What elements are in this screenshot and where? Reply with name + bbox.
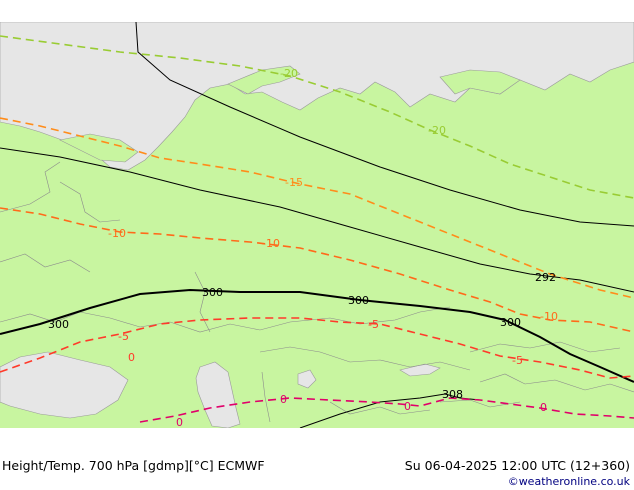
credit-link[interactable]: ©weatheronline.co.uk <box>507 475 630 488</box>
map-footer: Height/Temp. 700 hPa [gdmp][°C] ECMWF Su… <box>0 428 634 490</box>
label-height-300-c: 300 <box>348 294 369 307</box>
label-height-300-a: 300 <box>48 318 69 331</box>
temp-contour-0 <box>139 397 634 423</box>
height-contours <box>0 22 634 428</box>
label-height-292: 292 <box>535 271 556 284</box>
aral-sea <box>297 369 317 389</box>
kola-peninsula <box>59 133 139 163</box>
temp-contour-minus-10 <box>0 207 634 333</box>
black-sea <box>0 351 129 419</box>
height-contour-top <box>135 22 634 227</box>
label-temp-minus-10-a: -10 <box>108 227 126 240</box>
height-contour-300 <box>0 288 634 383</box>
temp-contour-minus-15 <box>0 117 634 299</box>
novaya-zemlya <box>227 65 301 95</box>
label-temp-0-a: 0 <box>176 416 183 428</box>
label-temp-minus-20-a: -20 <box>280 67 298 80</box>
label-temp-0-d: 0 <box>540 401 547 414</box>
label-temp-minus-5-a: -5 <box>118 330 129 343</box>
label-temp-minus-5-b: -5 <box>368 318 379 331</box>
weather-map: 292 300 300 300 300 308 -20 -20 -15 -10 … <box>0 22 634 428</box>
label-height-300-d: 300 <box>500 316 521 329</box>
label-temp-0-e: 0 <box>128 351 135 364</box>
label-temp-0-c: 0 <box>404 400 411 413</box>
label-temp-minus-10-b: -10 <box>262 237 280 250</box>
label-temp-0-b: 0 <box>280 393 287 406</box>
caspian-sea <box>195 361 241 428</box>
height-contour-308 <box>299 393 481 428</box>
country-borders <box>0 161 634 423</box>
label-height-300-b: 300 <box>202 286 223 299</box>
label-temp-minus-5-c: -5 <box>512 354 523 367</box>
valid-time: Su 06-04-2025 12:00 UTC (12+360) <box>404 458 630 473</box>
label-temp-minus-10-c: -10 <box>540 310 558 323</box>
height-contour-292 <box>0 147 634 293</box>
label-height-308: 308 <box>442 388 463 401</box>
taymyr <box>439 69 521 95</box>
temperature-contours <box>0 35 634 423</box>
map-title: Height/Temp. 700 hPa [gdmp][°C] ECMWF <box>2 458 265 473</box>
label-temp-minus-15: -15 <box>285 176 303 189</box>
temp-contour-minus-5 <box>0 317 634 379</box>
contour-labels: 292 300 300 300 300 308 -20 -20 -15 -10 … <box>48 67 558 428</box>
label-temp-minus-20-b: -20 <box>428 124 446 137</box>
temp-contour-minus-20 <box>0 35 634 199</box>
